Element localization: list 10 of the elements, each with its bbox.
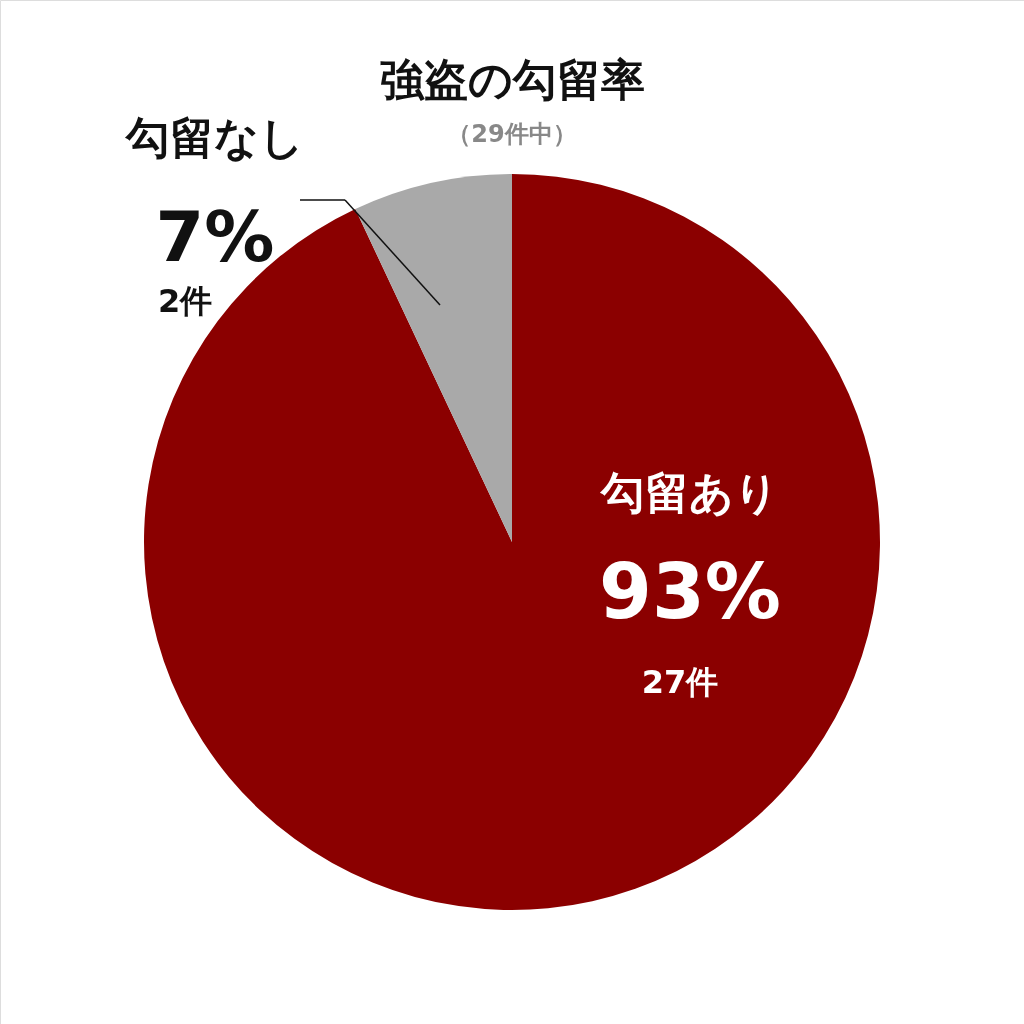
chart-subtitle: （29件中）: [447, 120, 577, 148]
pie-slice: [355, 174, 512, 542]
text: 2件: [157, 282, 213, 320]
pie-slice: [144, 174, 880, 910]
slice-label: 勾留あり: [599, 467, 779, 518]
text: 27件: [641, 663, 719, 701]
data-label: 93%: [599, 547, 781, 636]
slice-label: 勾留なし: [124, 112, 304, 163]
chart-title: 強盗の勾留率: [379, 54, 645, 105]
data-label: 7%: [155, 196, 275, 278]
